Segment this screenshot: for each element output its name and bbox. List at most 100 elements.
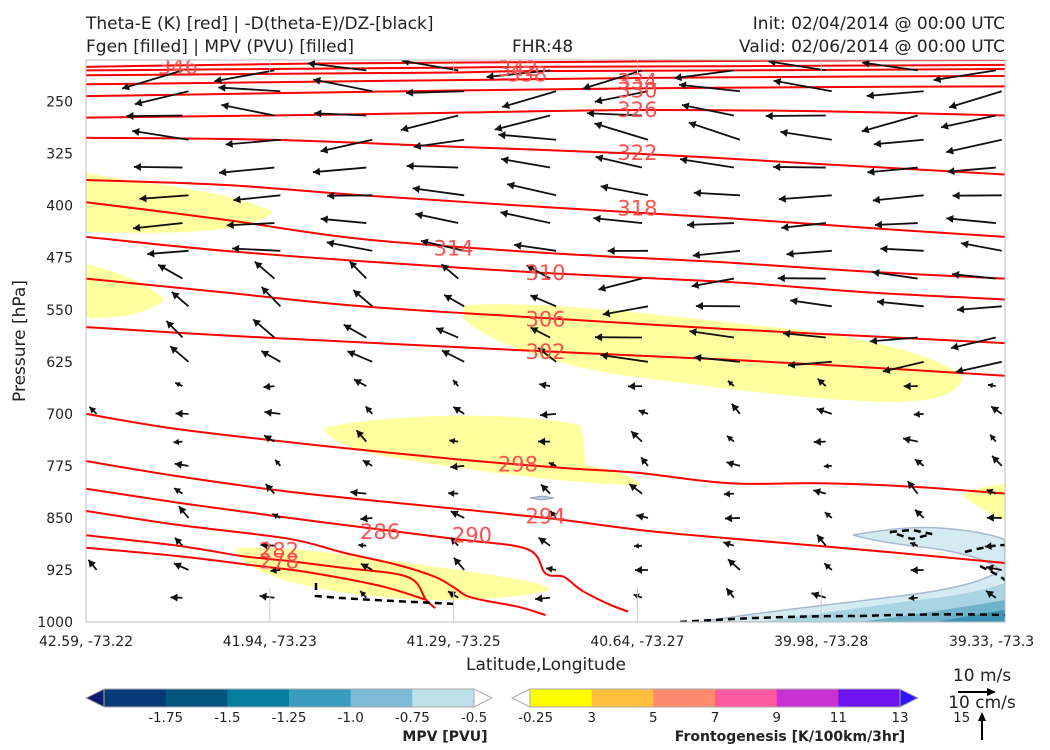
wind-arrow [727, 558, 741, 571]
theta-e-contour-label: 278 [259, 550, 299, 574]
wind-arrow [678, 81, 740, 93]
colorbar-tick-label: 13 [891, 710, 908, 726]
y-tick-label: 550 [46, 303, 73, 319]
colorbar-tick-label: 15 [953, 710, 970, 726]
wind-arrow [126, 112, 183, 120]
wind-arrow [498, 131, 557, 141]
theta-e-contour [86, 63, 1005, 72]
colorbar-segment [289, 689, 352, 707]
y-tick-label: 475 [46, 251, 73, 267]
wind-arrow [327, 191, 373, 200]
wind-arrow [723, 540, 735, 548]
wind-arrow [989, 434, 997, 443]
wind-arrow [952, 191, 1002, 200]
colorbar-segment [530, 689, 593, 707]
wind-arrow [951, 270, 996, 280]
wind-arrow [594, 90, 649, 105]
colorbar-tick-label: -1.75 [148, 710, 183, 726]
wind-arrow [133, 163, 183, 171]
colorbar-tick-label: -0.5 [461, 710, 487, 726]
wind-arrow [874, 220, 918, 229]
wind-arrow [326, 239, 373, 252]
colorbar-extend-low [510, 688, 531, 708]
wind-arrow [412, 185, 465, 197]
wind-arrow [948, 90, 1003, 110]
chart-title-line1: Theta-E (K) [red] | -D(theta-E)/DZ-[blac… [86, 14, 434, 34]
wind-arrow [786, 249, 832, 258]
wind-arrow [773, 78, 832, 93]
colorbar-extend-high [473, 688, 494, 708]
wind-arrow [862, 60, 918, 72]
wind-arrow [817, 378, 827, 387]
wind-arrow [173, 487, 183, 495]
theta-e-contour [86, 487, 629, 613]
wind-arrow [600, 183, 649, 197]
wind-arrow [691, 277, 735, 289]
wind-arrow [600, 352, 649, 363]
wind-arrow [813, 437, 826, 446]
wind-arrow [449, 438, 459, 445]
wind-arrow [225, 138, 281, 148]
wind-arrow [782, 329, 826, 339]
colorbar-frame [103, 688, 475, 708]
theta-e-contour-label: 330 [617, 79, 657, 103]
wind-arrow [540, 410, 557, 419]
wind-arrow [866, 90, 924, 100]
theta-e-contour [86, 68, 1005, 77]
wind-arrow [270, 566, 281, 574]
wind-arrow [320, 215, 367, 224]
wind-arrow [869, 336, 918, 345]
mpv-region [935, 610, 1005, 622]
theta-e-contours [86, 60, 1005, 617]
colorbar-tick-label: -1.25 [272, 710, 307, 726]
wind-arrow [950, 336, 997, 351]
x-tick-label: 40.64, -73.27 [590, 634, 684, 650]
wind-arrow [506, 181, 557, 197]
wind-arrow [121, 69, 183, 91]
horizontal-reference-arrowhead [987, 688, 996, 696]
wind-arrow [174, 381, 183, 388]
wind-arrow [991, 455, 1003, 467]
theta-e-contour [86, 326, 1005, 377]
wind-arrow [727, 380, 735, 387]
wind-arrow [254, 260, 275, 280]
wind-arrow [906, 480, 919, 495]
colorbar-tick-label: -0.75 [395, 710, 430, 726]
y-tick-label: 625 [46, 355, 73, 371]
x-axis: 42.59, -73.22 41.94, -73.23 41.29, -73.25 4… [39, 634, 1034, 650]
theta-e-contour-label: 302 [525, 340, 565, 364]
wind-arrow [607, 246, 648, 255]
theta-e-contour [86, 179, 1005, 238]
wind-arrow [358, 542, 367, 549]
wind-arrow [602, 305, 649, 318]
wind-arrow [726, 435, 735, 443]
wind-arrow [726, 460, 741, 468]
mpv-region [699, 526, 1005, 622]
wind-arrow [990, 405, 1003, 415]
wind-arrow [147, 249, 189, 258]
wind-arrow [263, 382, 275, 391]
wind-arrow [355, 429, 367, 443]
theta-e-contour-label: 294 [525, 505, 565, 529]
wind-arrow [933, 69, 996, 83]
wind-arrow [582, 69, 643, 91]
wind-arrow [694, 353, 740, 363]
wind-arrow [264, 483, 276, 495]
wind-arrow [452, 406, 465, 415]
wind-arrow [984, 542, 996, 550]
wind-arrow [312, 166, 367, 176]
wind-arrow [955, 360, 1003, 375]
wind-arrow [415, 211, 459, 224]
wind-arrow [139, 194, 189, 203]
wind-arrow [781, 222, 826, 232]
x-tick-label: 39.33, -73.3 [949, 634, 1034, 650]
wind-arrow [674, 69, 735, 82]
x-tick-label: 41.94, -73.23 [223, 634, 317, 650]
wind-arrow [440, 263, 459, 280]
chart-title-line2: Fgen [filled] | MPV (PVU) [filled] [86, 37, 355, 57]
colorbar-frame [529, 688, 901, 708]
mpv-colorbar-label: MPV [PVU] [402, 729, 487, 745]
dthetae-dz-contour [979, 564, 1005, 581]
colorbar-tick-label: 3 [587, 710, 596, 726]
theta-e-contour [86, 108, 1005, 119]
